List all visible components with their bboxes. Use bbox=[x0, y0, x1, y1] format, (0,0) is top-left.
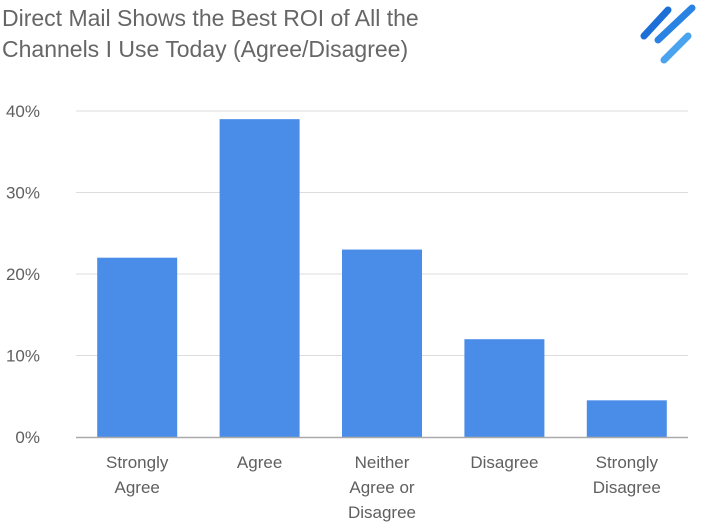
bar bbox=[464, 339, 545, 437]
gridlines bbox=[76, 110, 688, 356]
y-tick-label: 40% bbox=[6, 102, 40, 121]
logo-stripe bbox=[640, 6, 672, 40]
x-tick-label-line: Agree bbox=[237, 453, 282, 472]
x-tick-label-line: Neither bbox=[355, 453, 410, 472]
bar bbox=[219, 119, 300, 438]
x-tick-label-line: Agree or bbox=[349, 478, 415, 497]
x-tick-label-line: Agree bbox=[115, 478, 160, 497]
brand-logo-icon bbox=[640, 4, 696, 64]
logo-stripe bbox=[654, 4, 696, 44]
chart-title: Direct Mail Shows the Best ROI of All th… bbox=[2, 5, 419, 62]
y-axis-ticks: 0% 10% 20% 30% 40% bbox=[6, 102, 40, 447]
y-tick-label: 10% bbox=[6, 347, 40, 366]
y-tick-label: 0% bbox=[15, 428, 40, 447]
logo-stripe bbox=[660, 32, 692, 64]
x-tick-label: Disagree bbox=[470, 453, 538, 472]
x-tick-label: Strongly Disagree bbox=[593, 453, 661, 497]
x-tick-label-line: Strongly bbox=[596, 453, 659, 472]
x-tick-label-line: Disagree bbox=[470, 453, 538, 472]
x-tick-label: Strongly Agree bbox=[106, 453, 169, 497]
bar bbox=[586, 400, 667, 437]
y-tick-label: 30% bbox=[6, 184, 40, 203]
bars bbox=[97, 119, 667, 438]
x-tick-label: Neither Agree or Disagree bbox=[348, 453, 416, 522]
x-tick-label-line: Disagree bbox=[593, 478, 661, 497]
bar bbox=[97, 257, 178, 437]
x-tick-label-line: Disagree bbox=[348, 503, 416, 522]
x-tick-label: Agree bbox=[237, 453, 282, 472]
bar bbox=[342, 249, 422, 437]
x-tick-label-line: Strongly bbox=[106, 453, 169, 472]
x-axis-labels: Strongly Agree Agree Neither Agree or Disagre… bbox=[106, 453, 661, 522]
y-tick-label: 20% bbox=[6, 265, 40, 284]
